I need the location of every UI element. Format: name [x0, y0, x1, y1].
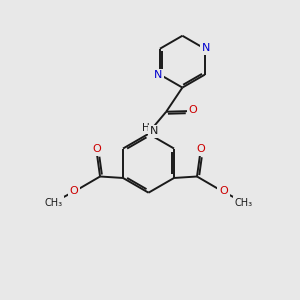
Text: CH₃: CH₃: [44, 198, 62, 208]
Text: N: N: [150, 126, 158, 136]
Text: CH₃: CH₃: [235, 198, 253, 208]
Text: O: O: [196, 144, 205, 154]
Text: O: O: [92, 144, 101, 154]
Text: O: O: [69, 186, 78, 196]
Text: H: H: [142, 123, 149, 133]
Text: O: O: [188, 105, 197, 115]
Text: O: O: [219, 186, 228, 196]
Text: N: N: [154, 70, 163, 80]
Text: N: N: [202, 43, 211, 53]
